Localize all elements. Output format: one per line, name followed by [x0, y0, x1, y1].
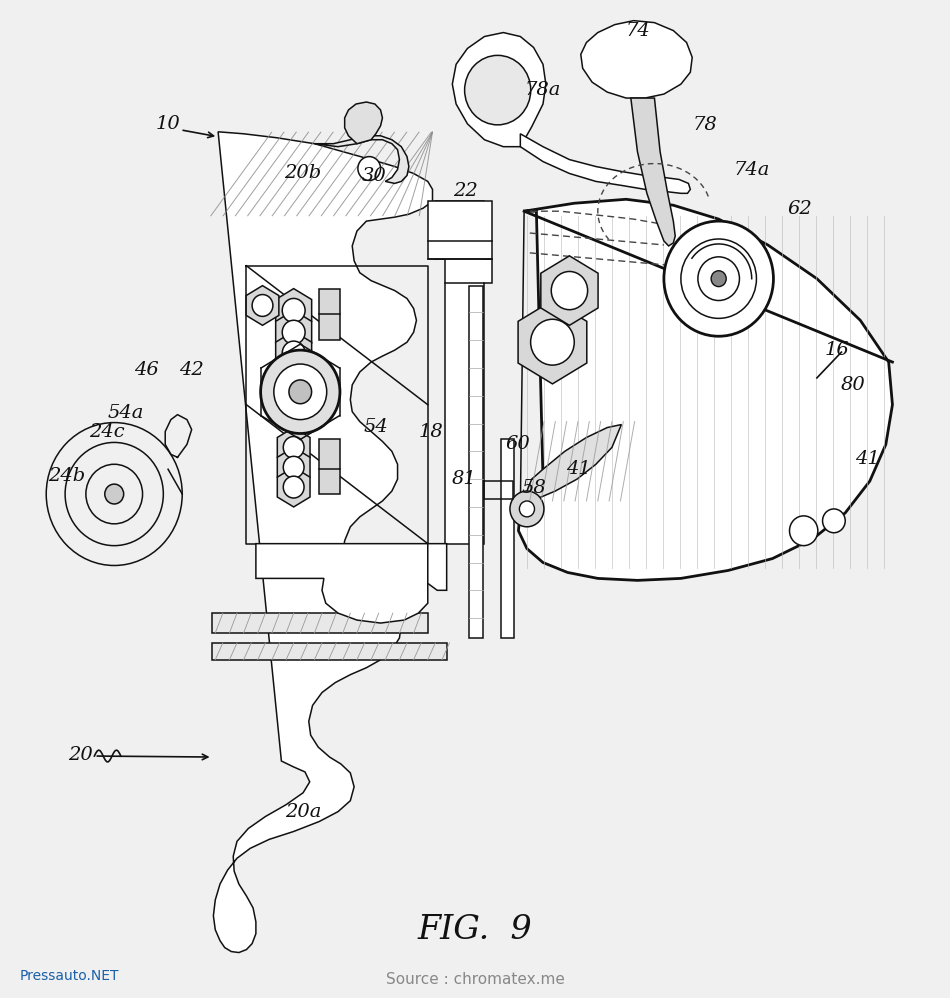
- Polygon shape: [276, 331, 312, 375]
- Text: 41: 41: [566, 460, 591, 478]
- Polygon shape: [276, 310, 312, 354]
- Text: 20a: 20a: [285, 802, 321, 820]
- Text: 20: 20: [67, 747, 92, 764]
- Text: 16: 16: [825, 341, 849, 359]
- Circle shape: [252, 294, 273, 316]
- Polygon shape: [527, 424, 621, 501]
- Bar: [319, 288, 340, 340]
- Text: 22: 22: [453, 183, 478, 201]
- Bar: [319, 439, 340, 494]
- Text: Source : chromatex.me: Source : chromatex.me: [386, 972, 564, 987]
- Bar: [469, 285, 483, 638]
- Circle shape: [789, 516, 818, 546]
- Circle shape: [260, 350, 340, 433]
- Circle shape: [465, 55, 531, 125]
- Circle shape: [551, 271, 588, 309]
- Text: 78: 78: [694, 116, 718, 134]
- Polygon shape: [519, 200, 892, 581]
- Polygon shape: [314, 136, 408, 184]
- Text: FIG.  9: FIG. 9: [418, 913, 532, 945]
- Circle shape: [282, 298, 305, 322]
- Circle shape: [531, 319, 574, 365]
- Circle shape: [283, 476, 304, 498]
- Circle shape: [282, 320, 305, 344]
- Polygon shape: [428, 202, 492, 258]
- Circle shape: [104, 484, 124, 504]
- Text: 18: 18: [418, 422, 443, 440]
- Polygon shape: [580, 21, 693, 98]
- Polygon shape: [452, 33, 546, 147]
- Polygon shape: [435, 202, 492, 544]
- Text: 60: 60: [505, 435, 530, 453]
- Circle shape: [520, 501, 535, 517]
- Circle shape: [823, 509, 846, 533]
- Circle shape: [289, 380, 312, 404]
- Polygon shape: [277, 467, 310, 507]
- Text: Pressauto.NET: Pressauto.NET: [20, 969, 120, 983]
- Text: 24b: 24b: [48, 467, 86, 485]
- Circle shape: [274, 364, 327, 419]
- Text: 80: 80: [841, 376, 865, 394]
- Text: 62: 62: [788, 201, 812, 219]
- Circle shape: [283, 456, 304, 478]
- Polygon shape: [277, 447, 310, 487]
- Polygon shape: [518, 300, 587, 384]
- Polygon shape: [213, 643, 446, 660]
- Text: 10: 10: [156, 115, 180, 133]
- Polygon shape: [428, 544, 446, 590]
- Text: 41: 41: [855, 450, 880, 468]
- Text: 74a: 74a: [733, 161, 770, 179]
- Circle shape: [282, 341, 305, 365]
- Polygon shape: [345, 102, 383, 144]
- Text: 24c: 24c: [89, 422, 124, 440]
- Circle shape: [510, 491, 544, 527]
- Polygon shape: [521, 134, 691, 194]
- Circle shape: [712, 270, 726, 286]
- Circle shape: [283, 436, 304, 458]
- Text: 42: 42: [180, 361, 204, 379]
- Text: 78a: 78a: [524, 81, 561, 99]
- Text: 30: 30: [362, 168, 387, 186]
- Polygon shape: [276, 288, 312, 332]
- Polygon shape: [631, 98, 675, 246]
- Polygon shape: [213, 613, 428, 633]
- Text: 54a: 54a: [107, 403, 143, 422]
- Text: 58: 58: [522, 479, 546, 497]
- Circle shape: [358, 157, 381, 181]
- Text: 54: 54: [364, 417, 389, 435]
- Polygon shape: [541, 255, 598, 325]
- Circle shape: [664, 222, 773, 336]
- Text: 46: 46: [134, 361, 159, 379]
- Polygon shape: [214, 132, 432, 952]
- Text: 74: 74: [626, 22, 651, 40]
- Text: 20b: 20b: [284, 165, 322, 183]
- Polygon shape: [256, 544, 428, 623]
- Polygon shape: [277, 427, 310, 467]
- Polygon shape: [246, 285, 279, 325]
- Bar: [501, 439, 514, 638]
- Text: 81: 81: [451, 470, 476, 488]
